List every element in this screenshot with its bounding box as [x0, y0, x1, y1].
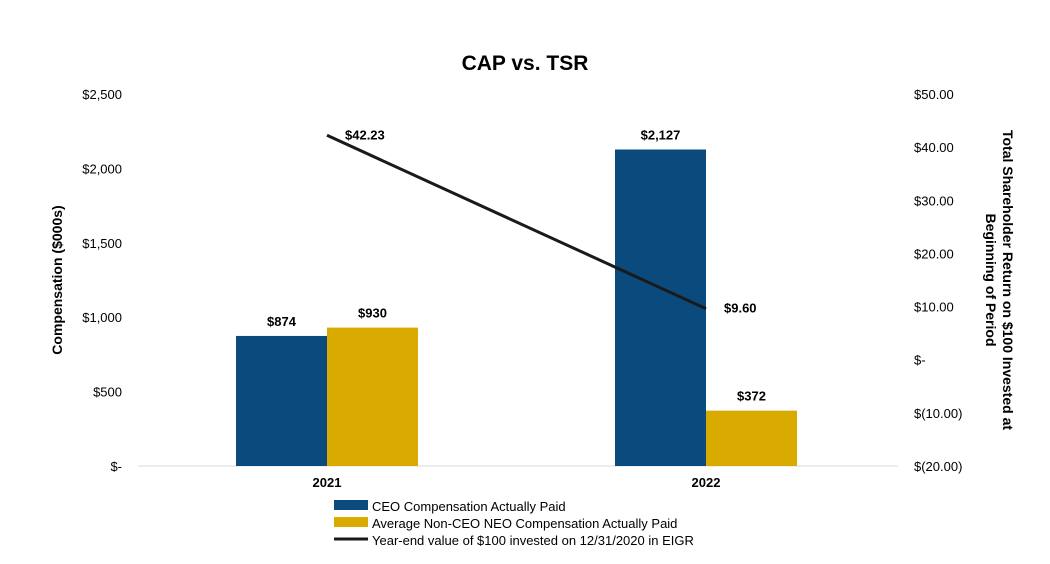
- legend-entry-label: CEO Compensation Actually Paid: [372, 499, 566, 514]
- y2-tick-label: $(20.00): [914, 459, 962, 474]
- y2-tick-label: $40.00: [914, 140, 954, 155]
- tsr-line: [326, 133, 707, 311]
- y2-tick-label: $30.00: [914, 193, 954, 208]
- legend-swatch: [334, 500, 368, 510]
- bar-neo-2021: [327, 327, 418, 466]
- bar-data-label: $930: [358, 306, 387, 321]
- y-tick-label: $1,000: [82, 310, 122, 325]
- line-data-label: $9.60: [724, 301, 757, 316]
- x-category-label: 2021: [313, 475, 342, 490]
- y-tick-label: $1,500: [82, 236, 122, 251]
- legend-entry-label: Year-end value of $100 invested on 12/31…: [372, 533, 694, 548]
- y-tick-label: $-: [110, 459, 122, 474]
- y2-axis-title-line2: Beginning of Period: [983, 214, 999, 347]
- bar-data-label: $372: [737, 389, 766, 404]
- line-data-label: $42.23: [345, 127, 385, 142]
- bar-neo-2022: [706, 410, 797, 466]
- y2-tick-label: $10.00: [914, 300, 954, 315]
- bar-ceo-2022: [615, 149, 706, 467]
- y2-tick-label: $50.00: [914, 87, 954, 102]
- bar-data-label: $874: [267, 314, 297, 329]
- y-tick-label: $500: [93, 385, 122, 400]
- y-tick-label: $2,500: [82, 87, 122, 102]
- y2-tick-label: $(10.00): [914, 406, 962, 421]
- legend-swatch: [334, 517, 368, 527]
- chart-title: CAP vs. TSR: [462, 52, 589, 75]
- y2-tick-label: $20.00: [914, 246, 954, 261]
- y2-axis-title-line1: Total Shareholder Return on $100 Investe…: [1000, 130, 1016, 430]
- bar-data-label: $2,127: [641, 128, 681, 143]
- y-axis-title: Compensation ($000s): [49, 205, 65, 354]
- x-category-label: 2022: [692, 475, 721, 490]
- y-tick-label: $2,000: [82, 161, 122, 176]
- bar-ceo-2021: [236, 335, 327, 466]
- y2-tick-label: $-: [914, 353, 926, 368]
- legend-entry-label: Average Non-CEO NEO Compensation Actuall…: [372, 516, 677, 531]
